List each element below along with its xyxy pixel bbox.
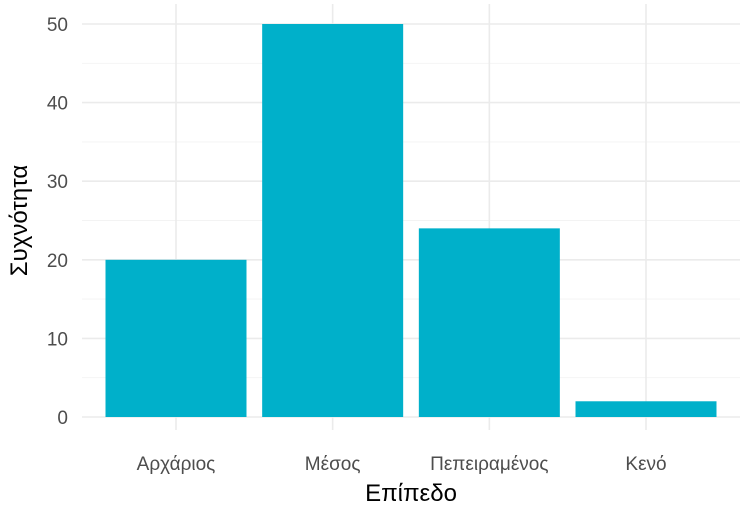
bars xyxy=(105,24,717,417)
y-tick-label: 10 xyxy=(47,329,68,350)
y-axis-title: Συχνότητα xyxy=(6,165,33,277)
x-tick-label: Μέσος xyxy=(305,454,361,475)
y-tick-label: 40 xyxy=(47,94,68,115)
y-tick-label: 0 xyxy=(57,408,68,429)
x-tick-label: Αρχάριος xyxy=(137,454,216,475)
bar xyxy=(105,259,247,417)
x-tick-label: Πεπειραμένος xyxy=(430,454,548,475)
x-tick-label: Κενό xyxy=(625,454,666,475)
y-tick-label: 30 xyxy=(47,172,68,193)
y-axis-tick-labels: 0 10 20 30 40 50 xyxy=(47,15,68,429)
y-tick-label: 20 xyxy=(47,251,68,272)
bar xyxy=(418,228,560,417)
x-axis-tick-labels: Αρχάριος Μέσος Πεπειραμένος Κενό xyxy=(137,454,667,475)
y-tick-label: 50 xyxy=(47,15,68,36)
x-axis-title: Επίπεδο xyxy=(365,480,457,506)
bar xyxy=(575,401,717,417)
bar xyxy=(262,24,404,417)
